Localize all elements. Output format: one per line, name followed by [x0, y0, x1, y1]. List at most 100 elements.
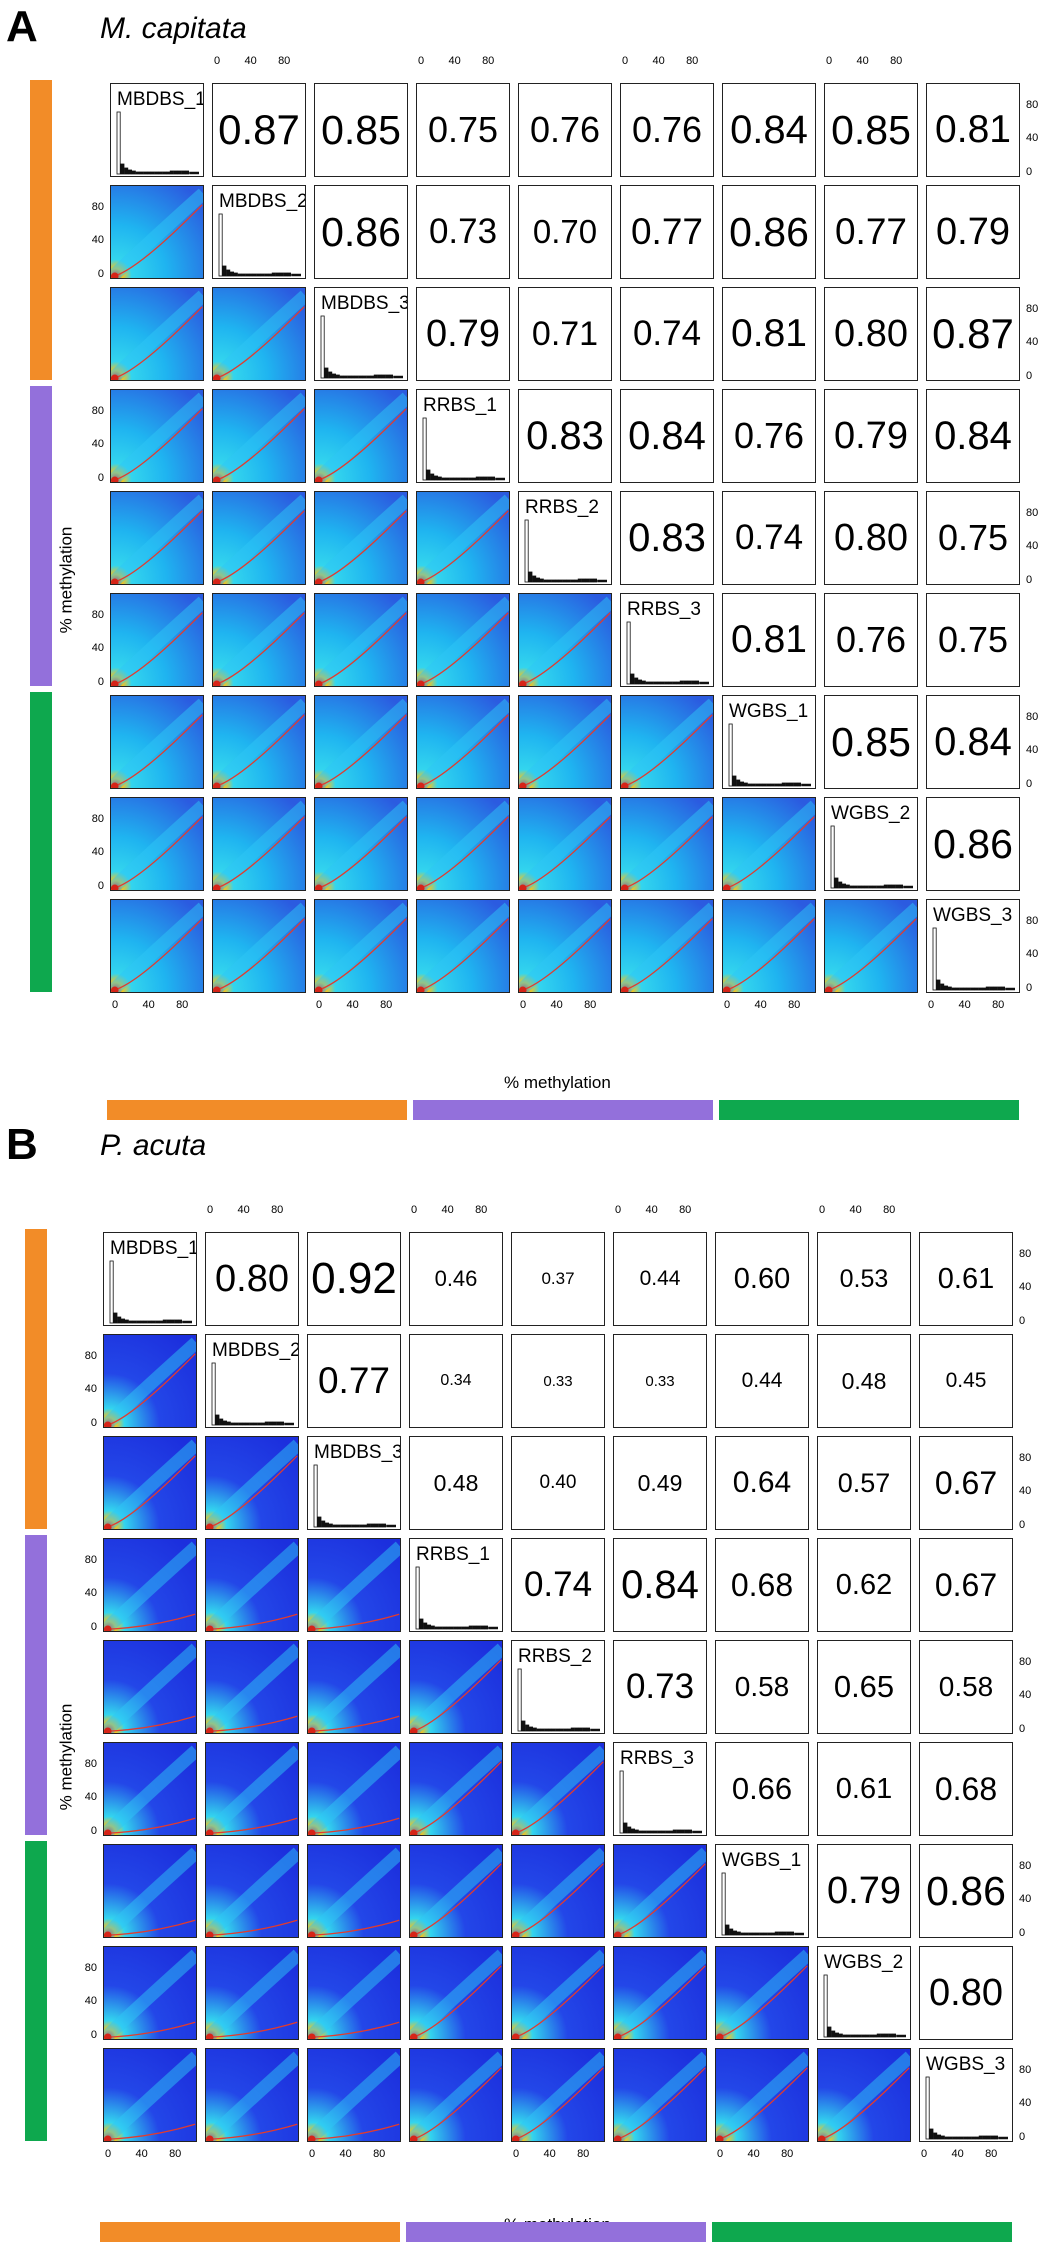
histogram-bar [559, 1728, 564, 1732]
axis-tick-label: 0 [97, 880, 104, 892]
axis-tick-label: 0 [111, 999, 119, 1011]
lowess-fit-line [113, 816, 203, 889]
density-ridge [104, 1847, 196, 1937]
group-bar-bottom-orange [100, 2222, 400, 2242]
histogram-bar [770, 783, 775, 787]
histogram-bar [982, 987, 987, 991]
smooth-scatter-cell [613, 1844, 707, 1938]
correlation-cell: 0.68 [919, 1742, 1013, 1836]
histogram-bar [313, 1464, 318, 1528]
correlation-cell: 0.76 [722, 389, 816, 483]
histogram-bar [234, 1422, 239, 1426]
histogram-bar [861, 2034, 866, 2038]
axis-tick-label: 80 [1026, 914, 1039, 927]
histogram-bar [963, 2136, 968, 2140]
histogram-bar [446, 1626, 451, 1630]
density-ridge [716, 1949, 808, 2039]
axis-tick-label: 40 [958, 999, 971, 1011]
histogram-bar [162, 1319, 167, 1324]
axis-tick-label: 80 [91, 200, 104, 213]
histogram-bar [287, 272, 292, 277]
histogram-bar [884, 2033, 889, 2038]
histogram-bar [442, 1626, 447, 1630]
lowess-fit-line [215, 612, 305, 685]
axis-tick-label: 0 [1019, 1315, 1026, 1327]
histogram-bar [721, 1872, 726, 1936]
histogram-bar [317, 1516, 322, 1528]
axis-tick-label: 80 [992, 999, 1005, 1011]
smooth-scatter-cell [314, 695, 408, 789]
histogram-bar [222, 265, 227, 277]
density-peak [417, 884, 425, 890]
smooth-scatter-cell [212, 695, 306, 789]
histogram-bar [437, 476, 442, 481]
density-peak [206, 1931, 214, 1937]
correlation-value: 0.87 [218, 106, 300, 153]
histogram-bar [956, 2136, 961, 2140]
smooth-scatter-cell [416, 695, 510, 789]
correlation-cell: 0.84 [722, 83, 816, 177]
axis-tick-label: 40 [1019, 1689, 1032, 1702]
histogram-bar [974, 987, 979, 991]
density-peak [104, 1523, 112, 1529]
density-ridge [104, 1745, 196, 1835]
lowess-fit-line [113, 306, 203, 379]
correlation-value: 0.58 [938, 1671, 994, 1702]
correlation-cell: 0.79 [817, 1844, 911, 1938]
axis-tick-label: 0 [90, 1417, 97, 1429]
histogram-bar [460, 477, 465, 481]
smooth-scatter-cell [103, 1538, 197, 1632]
axis-tick-label: 40 [1026, 336, 1039, 349]
axis-tick-label: 80 [1019, 1247, 1032, 1260]
histogram-bar [638, 1830, 643, 1834]
histogram-bar [551, 579, 556, 583]
axis-tick-label: 0 [1026, 574, 1033, 586]
histogram-bar [339, 375, 344, 379]
density-peak [213, 782, 221, 788]
histogram-bar [971, 2136, 976, 2140]
sample-label: WGBS_2 [831, 803, 911, 824]
histogram-bar [445, 477, 450, 481]
correlation-cell: 0.74 [511, 1538, 605, 1632]
histogram-bar [895, 884, 900, 889]
smooth-scatter-cell [620, 797, 714, 891]
histogram-bar [951, 987, 956, 991]
density-peak [417, 578, 425, 584]
histogram-bar [143, 1320, 148, 1324]
smooth-scatter-cell [511, 1742, 605, 1836]
density-ridge [716, 2051, 808, 2141]
lowess-fit-line [310, 1613, 400, 1630]
histogram-bar [940, 2135, 945, 2140]
histogram-bar [355, 1524, 360, 1528]
correlation-value: 0.76 [529, 109, 601, 150]
histogram-bar [986, 2135, 991, 2140]
histogram-bar [468, 477, 473, 481]
density-ridge [723, 902, 815, 992]
histogram-bar [645, 681, 650, 685]
histogram-bar [947, 986, 952, 991]
density-peak [614, 2033, 622, 2039]
histogram-bar [423, 1622, 428, 1630]
histogram-RRBS_2: RRBS_2 [511, 1640, 605, 1734]
density-ridge [825, 902, 917, 992]
axis-tick-label: 80 [781, 2148, 794, 2160]
density-ridge [512, 2051, 604, 2141]
histogram-bar [752, 1932, 757, 1936]
histogram-bars [925, 2076, 1008, 2140]
histogram-MBDBS_2: MBDBS_2 [212, 185, 306, 279]
lowess-fit-line [106, 1353, 196, 1426]
correlation-value: 0.79 [827, 1869, 901, 1912]
correlation-value: 0.57 [837, 1467, 891, 1498]
sample-label: WGBS_3 [933, 905, 1013, 926]
density-ridge [104, 1337, 196, 1427]
histogram-bar [990, 2135, 995, 2140]
lowess-fit-line [310, 1919, 400, 1936]
axis-tick-label: 40 [543, 2148, 556, 2160]
histogram-bar [487, 476, 492, 481]
y-axis-title: % methylation [56, 526, 76, 634]
density-ridge [206, 1847, 298, 1937]
histogram-bar [532, 575, 537, 583]
smooth-scatter-cell [110, 695, 204, 789]
correlation-value: 0.84 [934, 719, 1012, 764]
density-peak [213, 374, 221, 380]
